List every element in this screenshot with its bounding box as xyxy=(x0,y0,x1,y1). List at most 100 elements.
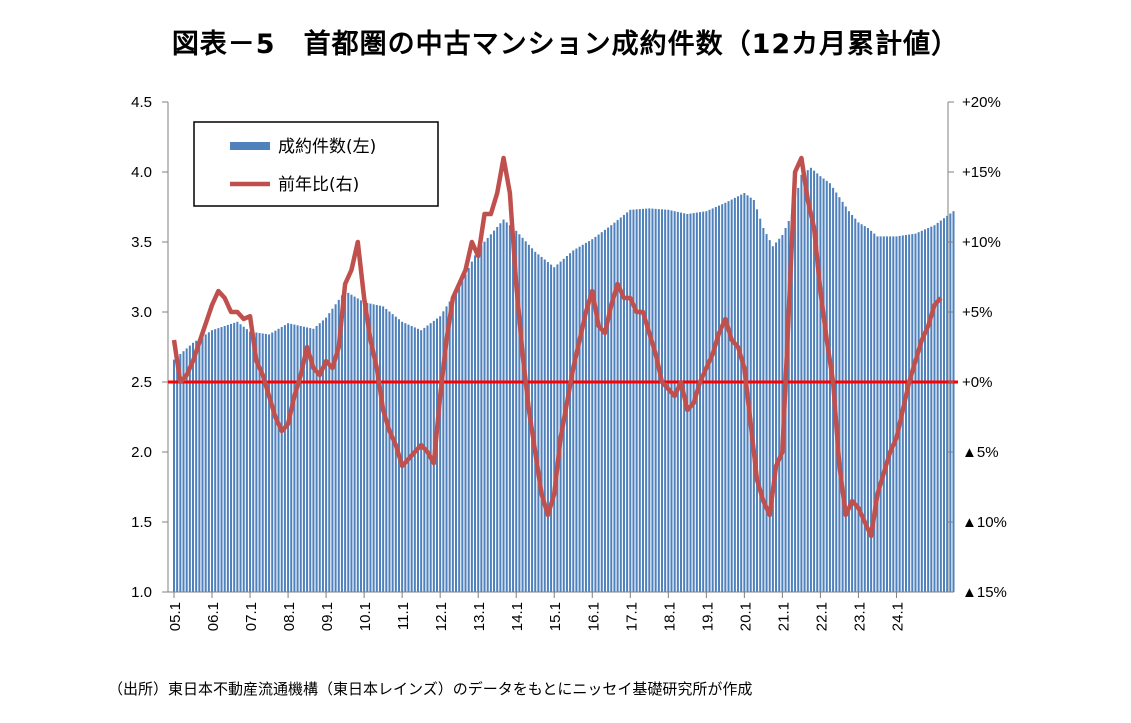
bar xyxy=(258,333,261,592)
bar xyxy=(344,291,347,592)
bar xyxy=(204,334,207,592)
bar xyxy=(309,328,312,592)
right-tick-label: ▲15% xyxy=(962,584,1007,601)
bar xyxy=(236,321,239,592)
bar xyxy=(391,314,394,592)
bar xyxy=(512,228,515,592)
bar xyxy=(765,234,768,592)
bar xyxy=(797,187,800,592)
bar xyxy=(350,294,353,592)
bar xyxy=(195,340,198,592)
bar xyxy=(537,254,540,592)
right-tick-label: +15% xyxy=(962,164,1001,181)
bar xyxy=(657,209,660,592)
bar xyxy=(255,332,258,592)
bar xyxy=(594,236,597,592)
bar xyxy=(676,211,679,592)
bar xyxy=(844,206,847,592)
bar xyxy=(876,236,879,592)
bar xyxy=(740,194,743,592)
left-tick-label: 2.0 xyxy=(131,444,152,461)
bar xyxy=(378,305,381,592)
bar xyxy=(768,240,771,592)
x-tick-label: 19.1 xyxy=(699,602,716,631)
chart-title: 図表－5 首都圏の中古マンション成約件数（12カ月累計値） xyxy=(171,29,960,60)
right-tick-label: +0% xyxy=(962,374,992,391)
bar xyxy=(702,211,705,593)
left-tick-label: 2.5 xyxy=(131,374,152,391)
bar xyxy=(889,236,892,592)
bar xyxy=(280,326,283,592)
bar xyxy=(331,308,334,592)
bars-group xyxy=(172,167,955,593)
bar xyxy=(518,234,521,593)
bar xyxy=(363,302,366,592)
bar xyxy=(730,199,733,592)
x-tick-label: 08.1 xyxy=(281,602,298,631)
bar xyxy=(762,228,765,592)
bar xyxy=(638,209,641,592)
bar xyxy=(885,236,888,592)
bar xyxy=(854,218,857,593)
bar xyxy=(480,245,483,592)
bar xyxy=(274,330,277,592)
bar xyxy=(794,200,797,592)
bar xyxy=(496,226,499,592)
bar xyxy=(416,328,420,592)
x-tick-label: 15.1 xyxy=(547,602,564,631)
bar xyxy=(420,330,423,592)
bar xyxy=(775,242,778,592)
bar xyxy=(312,328,315,592)
left-axis-ticks: 1.0 1.5 2.0 2.5 3.0 3.5 4.0 4.5 xyxy=(131,94,168,601)
bar xyxy=(252,332,255,592)
bar xyxy=(477,249,480,592)
bar xyxy=(698,212,702,592)
bar xyxy=(226,324,229,592)
bar xyxy=(410,326,413,592)
bar xyxy=(207,332,210,592)
bar xyxy=(435,318,439,592)
x-tick-label: 10.1 xyxy=(357,602,374,631)
legend-box xyxy=(193,121,439,207)
bar xyxy=(404,323,407,592)
bar xyxy=(673,211,676,592)
bar xyxy=(626,212,629,592)
bar xyxy=(860,224,863,592)
left-tick-label: 3.0 xyxy=(131,304,152,321)
bar xyxy=(670,210,673,592)
bar xyxy=(239,324,242,592)
left-tick-label: 4.0 xyxy=(131,164,152,181)
bar xyxy=(613,222,616,592)
bar xyxy=(337,299,340,592)
bar xyxy=(838,197,841,592)
bar xyxy=(458,286,461,592)
bar xyxy=(629,209,632,593)
left-tick-label: 4.5 xyxy=(131,94,152,111)
bar xyxy=(315,326,318,592)
bar xyxy=(743,193,746,592)
bar xyxy=(302,326,305,592)
x-tick-label: 22.1 xyxy=(813,602,830,631)
bar xyxy=(230,323,233,592)
bar xyxy=(664,209,667,592)
bar xyxy=(470,261,473,592)
bar xyxy=(949,213,952,592)
bar xyxy=(635,209,638,592)
bar xyxy=(679,212,683,592)
legend-bar-swatch xyxy=(230,142,270,150)
x-tick-label: 24.1 xyxy=(890,602,907,631)
bar xyxy=(809,167,812,593)
bar xyxy=(455,291,458,592)
bar xyxy=(442,311,445,592)
bar xyxy=(603,229,606,592)
bar xyxy=(464,274,467,592)
right-tick-label: +5% xyxy=(962,304,992,321)
right-tick-label: ▲10% xyxy=(962,514,1007,531)
bar xyxy=(641,208,644,592)
bar xyxy=(619,217,622,592)
bar xyxy=(724,202,727,593)
x-tick-label: 14.1 xyxy=(509,602,526,631)
bar xyxy=(489,234,492,593)
bar xyxy=(911,234,914,592)
